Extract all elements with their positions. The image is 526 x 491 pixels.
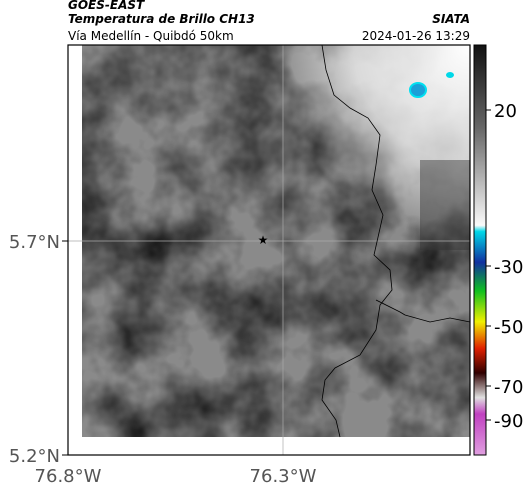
lat-label: 5.2°N [9, 446, 60, 467]
colorbar-label: -70 [494, 377, 523, 398]
colorbar-label: -90 [494, 411, 523, 432]
title: Temperatura de Brillo CH13 [68, 12, 255, 26]
colorbar-label: 20 [494, 101, 517, 122]
lat-label: 5.7°N [9, 232, 60, 253]
dark-area [420, 160, 470, 250]
lon-label: 76.3°W [250, 466, 317, 487]
lon-label: 76.8°W [35, 466, 102, 487]
cold-cloud [446, 72, 454, 78]
map-frame [67, 44, 471, 456]
colorbar-label: -50 [494, 317, 523, 338]
star-marker: ★ [258, 233, 269, 247]
source: GOES-EAST [68, 0, 145, 12]
boundary [321, 44, 471, 438]
credit: SIATA [432, 12, 470, 26]
colorbar-label: -30 [494, 257, 523, 278]
cold-cloud [409, 82, 427, 98]
subtitle: Vía Medellín - Quibdó 50km [68, 29, 234, 43]
colorbar [473, 44, 487, 456]
timestamp: 2024-01-26 13:29 [361, 29, 470, 43]
